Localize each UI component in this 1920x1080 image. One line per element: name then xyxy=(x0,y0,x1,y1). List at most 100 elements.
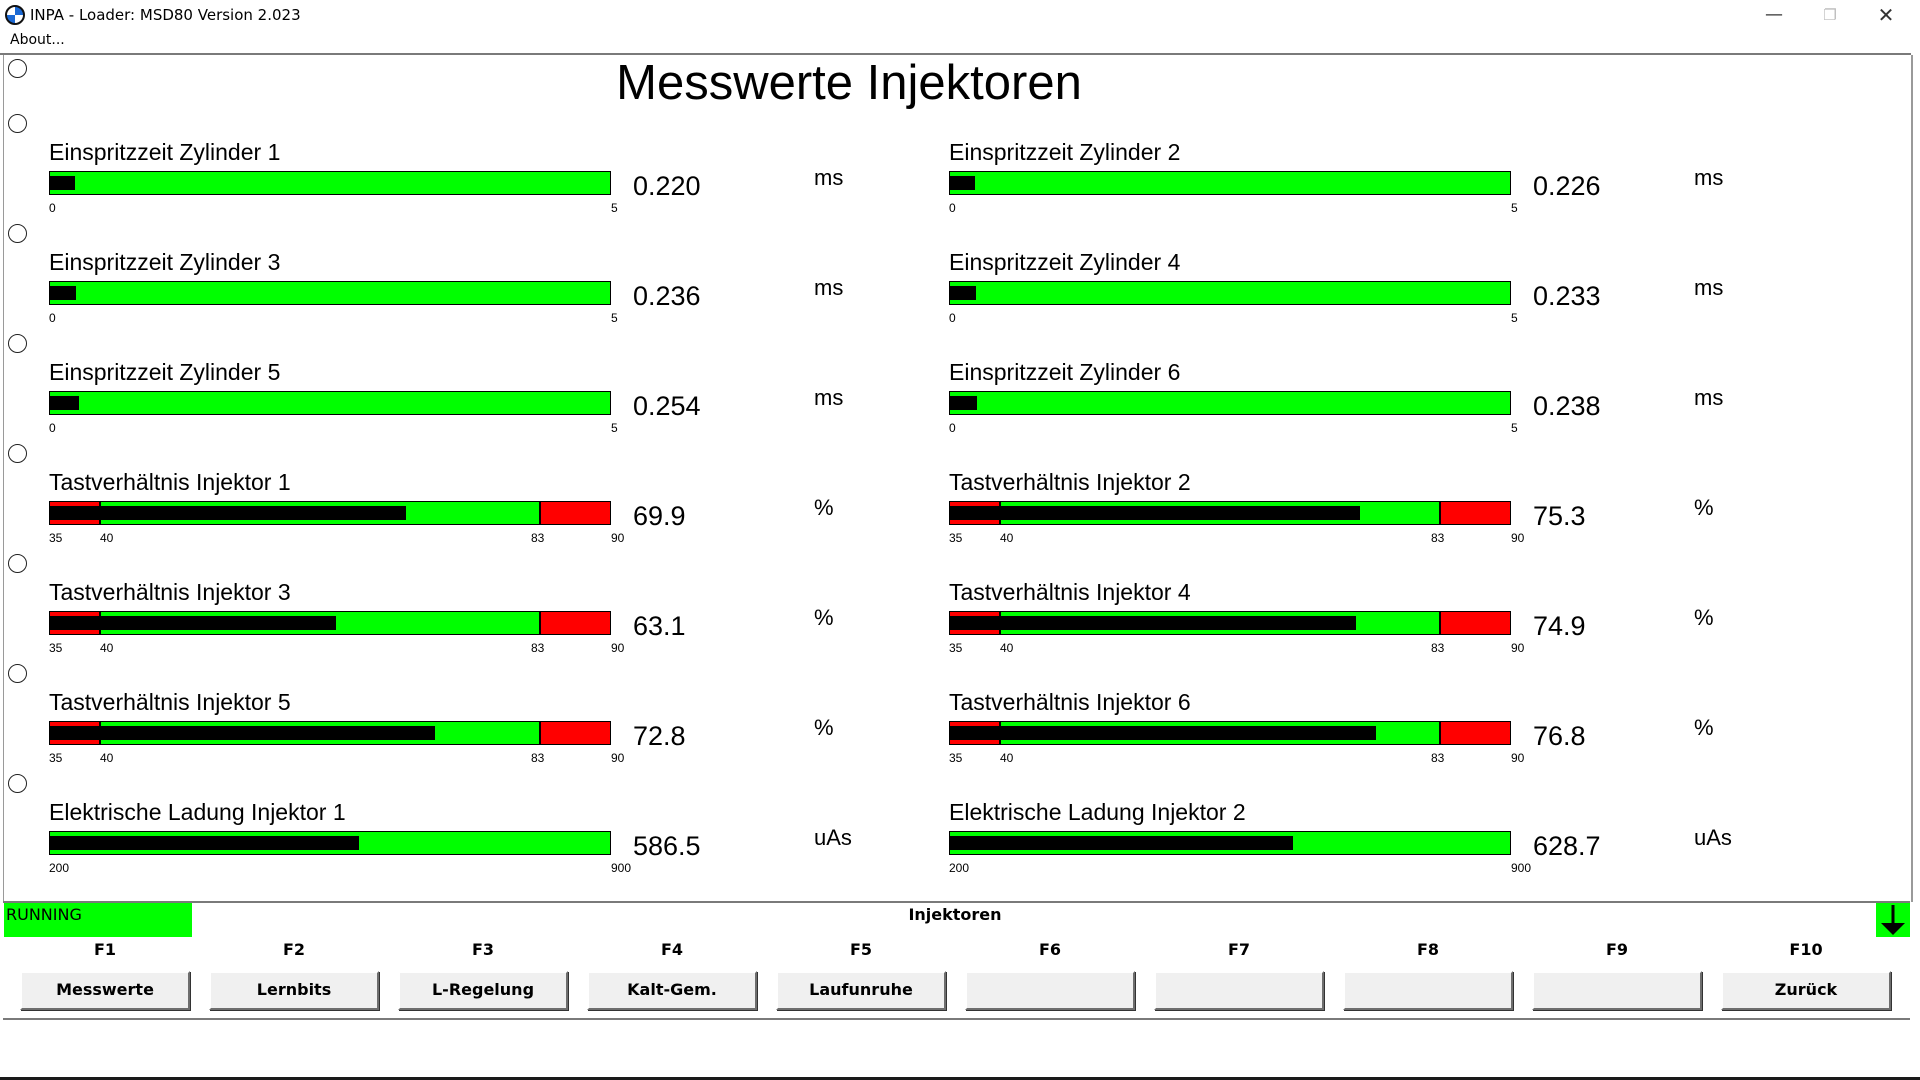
fkey-button-f10[interactable]: Zurück xyxy=(1721,971,1891,1010)
meter-fill xyxy=(950,176,975,190)
meter-label: Tastverhältnis Injektor 3 xyxy=(49,579,291,605)
meter-value: 74.9 xyxy=(1533,611,1586,641)
meter-tick-max: 5 xyxy=(1511,311,1518,325)
meter-unit: uAs xyxy=(814,825,852,850)
meter: Einspritzzeit Zylinder 3 0 5 0.236 ms xyxy=(49,249,949,349)
fkey-label-f9: F9 xyxy=(1605,940,1629,959)
maximize-button[interactable]: ❐ xyxy=(1823,6,1837,24)
fkey-button-f6[interactable] xyxy=(965,971,1135,1010)
meter-label: Elektrische Ladung Injektor 2 xyxy=(949,799,1246,825)
meter-tick-min: 200 xyxy=(949,861,970,875)
fkey-button-f1[interactable]: Messwerte xyxy=(20,971,190,1010)
meter-tick-max: 900 xyxy=(611,861,632,875)
meter-bar xyxy=(949,721,1511,745)
meter-fill xyxy=(50,726,435,740)
meter-bar xyxy=(49,611,611,635)
meter: Elektrische Ladung Injektor 1 200 900 586.5… xyxy=(49,799,949,899)
radio-button[interactable] xyxy=(8,664,27,683)
meter-high-zone xyxy=(539,612,610,634)
fkey-button-f4[interactable]: Kalt-Gem. xyxy=(587,971,757,1010)
meter-tick-low: 40 xyxy=(1000,531,1014,545)
menu-separator xyxy=(0,53,1911,55)
meter-value: 72.8 xyxy=(633,721,686,751)
meter-tick-max: 90 xyxy=(1511,751,1525,765)
radio-button[interactable] xyxy=(8,114,27,133)
meter-bar xyxy=(949,611,1511,635)
fkey-label-f7: F7 xyxy=(1227,940,1251,959)
meter-value: 76.8 xyxy=(1533,721,1586,751)
scroll-down-button[interactable] xyxy=(1876,903,1910,937)
fkey-button-f5[interactable]: Laufunruhe xyxy=(776,971,946,1010)
meter-tick-max: 5 xyxy=(1511,421,1518,435)
radio-button[interactable] xyxy=(8,554,27,573)
radio-button[interactable] xyxy=(8,334,27,353)
fkey-button-f9[interactable] xyxy=(1532,971,1702,1010)
meter-bar xyxy=(49,391,611,415)
meter-fill xyxy=(50,506,406,520)
meter-unit: % xyxy=(1694,715,1714,740)
meter-bar xyxy=(49,831,611,855)
meter-bar xyxy=(949,501,1511,525)
fkey-button-f3[interactable]: L-Regelung xyxy=(398,971,568,1010)
meter-tick-min: 0 xyxy=(949,201,956,215)
meter-tick-low: 40 xyxy=(100,751,114,765)
meter-high-zone xyxy=(539,502,610,524)
meter-tick-max: 90 xyxy=(611,751,625,765)
status-indicator: RUNNING xyxy=(4,903,192,937)
fkey-button-f8[interactable] xyxy=(1343,971,1513,1010)
meter-tick-max: 5 xyxy=(611,201,618,215)
meter-tick-max: 5 xyxy=(611,421,618,435)
meter-value: 0.226 xyxy=(1533,171,1601,201)
meter-unit: ms xyxy=(814,275,844,300)
meter-bar xyxy=(49,501,611,525)
meter-bar xyxy=(49,171,611,195)
meter: Einspritzzeit Zylinder 1 0 5 0.220 ms xyxy=(49,139,949,239)
meter-value: 63.1 xyxy=(633,611,686,641)
fkey-button-f7[interactable] xyxy=(1154,971,1324,1010)
meter-tick-max: 5 xyxy=(1511,201,1518,215)
fkey-button-f2[interactable]: Lernbits xyxy=(209,971,379,1010)
meter-value: 0.236 xyxy=(633,281,701,311)
meter-bar xyxy=(49,281,611,305)
meter-label: Einspritzzeit Zylinder 5 xyxy=(49,359,281,385)
meter-unit: % xyxy=(1694,495,1714,520)
radio-button[interactable] xyxy=(8,444,27,463)
fkey-label-f5: F5 xyxy=(849,940,873,959)
meter-label: Tastverhältnis Injektor 5 xyxy=(49,689,291,715)
meter-high-zone xyxy=(1439,502,1510,524)
status-text: RUNNING xyxy=(6,905,82,924)
meter-unit: ms xyxy=(814,165,844,190)
meter-value: 0.233 xyxy=(1533,281,1601,311)
page-title: Messwerte Injektoren xyxy=(616,56,1082,110)
meter-value: 586.5 xyxy=(633,831,701,861)
meter-tick-min: 0 xyxy=(949,311,956,325)
close-button[interactable]: ✕ xyxy=(1877,3,1895,27)
meter-unit: % xyxy=(814,605,834,630)
meter-tick-max: 90 xyxy=(1511,531,1525,545)
meter: Einspritzzeit Zylinder 5 0 5 0.254 ms xyxy=(49,359,949,459)
meter-unit: % xyxy=(1694,605,1714,630)
menu-about[interactable]: About... xyxy=(10,32,65,48)
minimize-button[interactable]: — xyxy=(1765,4,1783,25)
meter: Elektrische Ladung Injektor 2 200 900 628.7… xyxy=(949,799,1849,899)
meter-fill xyxy=(950,836,1293,850)
meter-tick-min: 35 xyxy=(49,751,63,765)
radio-button[interactable] xyxy=(8,224,27,243)
meter-tick-max: 90 xyxy=(611,531,625,545)
meter-tick-min: 35 xyxy=(49,641,63,655)
measurement-panel: Messwerte Injektoren Einspritzzeit Zylin… xyxy=(3,55,1913,902)
meter-fill xyxy=(950,286,976,300)
meter-label: Tastverhältnis Injektor 6 xyxy=(949,689,1191,715)
meter-value: 69.9 xyxy=(633,501,686,531)
meter: Tastverhältnis Injektor 6 35 40 83 90 76.8% xyxy=(949,689,1849,789)
meter-tick-high: 83 xyxy=(1431,641,1445,655)
meter-label: Tastverhältnis Injektor 4 xyxy=(949,579,1191,605)
meter-value: 0.238 xyxy=(1533,391,1601,421)
radio-button[interactable] xyxy=(8,774,27,793)
radio-button[interactable] xyxy=(8,59,27,78)
screen-name: Injektoren xyxy=(908,905,1002,924)
meter-fill xyxy=(50,616,336,630)
meter-tick-low: 40 xyxy=(1000,641,1014,655)
meter-unit: ms xyxy=(814,385,844,410)
meter-unit: % xyxy=(814,495,834,520)
